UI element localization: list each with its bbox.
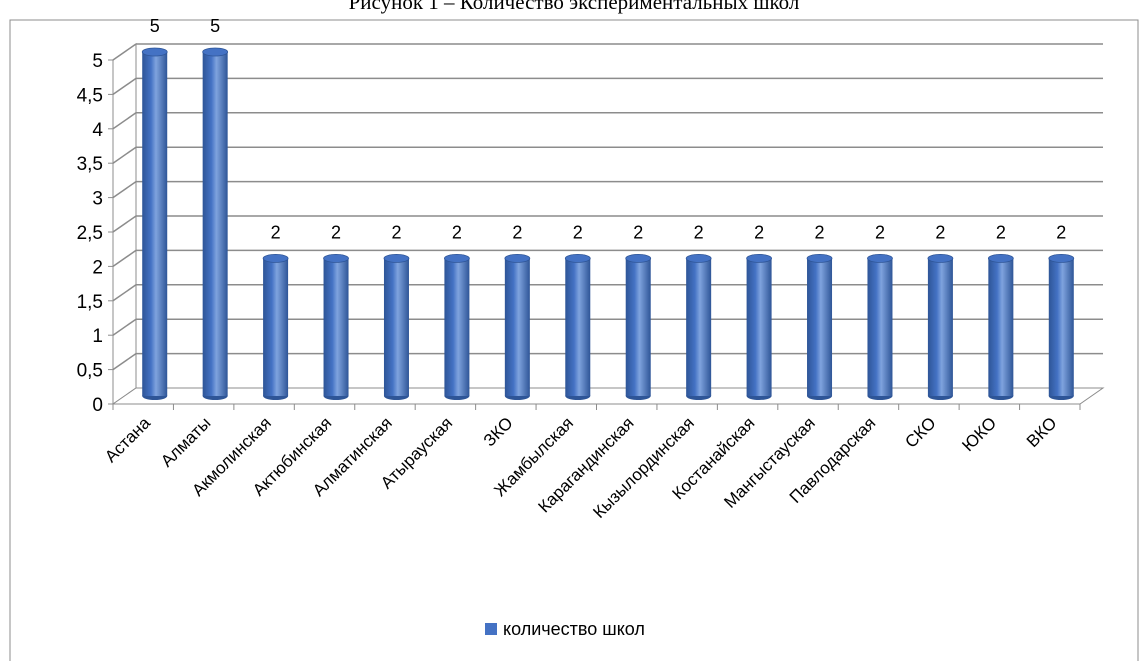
bars: [141, 47, 1075, 400]
gridline-side: [112, 249, 137, 268]
bar: [1048, 253, 1075, 400]
y-tick-label: 2: [92, 257, 103, 278]
y-tick-label: 4: [92, 120, 103, 141]
y-axis-ticks: 0 0,5 1 1,5 2 2,5 3 3,5 4 4,5 5: [77, 51, 113, 416]
gridline-side: [112, 77, 137, 96]
gridline-side: [112, 43, 137, 61]
data-label: 5: [150, 16, 160, 36]
chart-caption: Рисунок 1 – Количество экспериментальных…: [349, 0, 800, 14]
bar: [323, 253, 349, 400]
bar: [685, 253, 712, 400]
data-label: 2: [512, 222, 522, 242]
bar: [625, 253, 652, 400]
bar: [262, 253, 289, 400]
bar: [987, 253, 1014, 400]
gridline-side: [112, 146, 137, 164]
data-label: 2: [754, 222, 764, 242]
legend-swatch: [485, 623, 497, 635]
bar: [504, 253, 531, 400]
data-label: 2: [875, 222, 885, 242]
data-label: 2: [271, 222, 281, 242]
legend-label: количество школ: [503, 619, 645, 639]
gridline-side: [112, 284, 137, 302]
bar: [383, 253, 410, 400]
y-tick-label: 2,5: [77, 223, 103, 244]
bar: [746, 253, 772, 400]
y-tick-label: 1: [92, 326, 103, 347]
y-tick-label: 3: [92, 189, 103, 210]
y-tick-label: 0: [92, 395, 103, 416]
y-tick-label: 3,5: [77, 154, 103, 175]
bar: [867, 253, 893, 400]
data-label: 2: [996, 222, 1006, 242]
chart-floor: [111, 387, 1105, 405]
bar: [564, 253, 591, 400]
data-label: 2: [815, 222, 825, 242]
data-label: 2: [331, 222, 341, 242]
data-label: 2: [452, 222, 462, 242]
data-label: 2: [391, 222, 401, 242]
gridline-side: [112, 180, 137, 199]
bar: [444, 253, 470, 400]
data-label: 2: [573, 222, 583, 242]
data-labels: 5 5 2 2 2 2 2 2 2 2 2 2 2 2 2 2: [150, 16, 1067, 242]
bar: [806, 253, 833, 400]
bar: [141, 47, 168, 400]
data-label: 2: [694, 222, 704, 242]
y-tick-label: 0,5: [77, 361, 103, 382]
gridlines: [112, 43, 1103, 371]
bar: [202, 47, 229, 400]
data-label: 5: [210, 16, 220, 36]
data-label: 2: [935, 222, 945, 242]
data-label: 2: [1056, 222, 1066, 242]
y-tick-label: 4,5: [77, 85, 103, 106]
legend: количество школ: [485, 619, 645, 639]
data-label: 2: [633, 222, 643, 242]
y-tick-label: 5: [92, 51, 103, 72]
gridline-side: [112, 352, 137, 371]
bar: [927, 253, 954, 400]
gridline-side: [112, 318, 137, 336]
gridline-side: [112, 112, 137, 130]
y-tick-label: 1,5: [77, 292, 103, 313]
gridline-side: [112, 215, 137, 233]
